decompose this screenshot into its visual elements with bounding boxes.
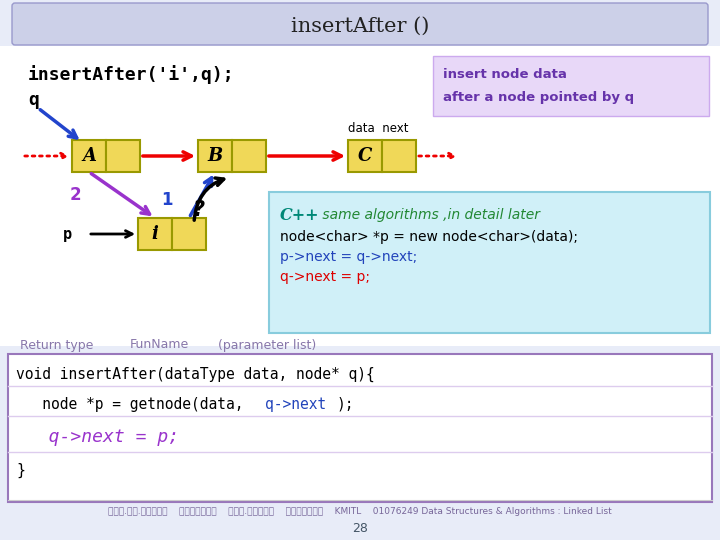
FancyBboxPatch shape [269, 192, 710, 333]
Bar [0, 46, 720, 346]
Text: q->next = p;: q->next = p; [280, 270, 370, 284]
Text: รศด.ดร.บุญธร    เครอตาว    รศด.กฤษฎน    ศรีบรรณ    KMITL    01076249 Data Struct: รศด.ดร.บุญธร เครอตาว รศด.กฤษฎน ศรีบรรณ K… [108, 508, 612, 516]
Bar [138, 218, 172, 250]
Text: 2: 2 [69, 186, 81, 204]
Text: node<char> *p = new node<char>(data);: node<char> *p = new node<char>(data); [280, 230, 578, 244]
FancyBboxPatch shape [433, 56, 709, 116]
Text: q: q [28, 91, 39, 109]
Text: ?: ? [193, 200, 205, 220]
FancyBboxPatch shape [12, 3, 708, 45]
Text: (parameter list): (parameter list) [218, 339, 316, 352]
Text: insertAfter('i',q);: insertAfter('i',q); [28, 65, 235, 84]
Text: C: C [358, 147, 372, 165]
Bar [232, 140, 266, 172]
Text: Return type: Return type [20, 339, 94, 352]
Bar [106, 140, 140, 172]
Bar [198, 140, 232, 172]
Text: C++: C++ [280, 206, 320, 224]
Bar [172, 218, 206, 250]
Text: p->next = q->next;: p->next = q->next; [280, 250, 418, 264]
Text: q->next: q->next [265, 396, 326, 411]
Text: 1: 1 [161, 191, 173, 209]
Text: }: } [16, 462, 24, 477]
Text: );: ); [337, 396, 354, 411]
Bar [382, 140, 416, 172]
Text: B: B [207, 147, 222, 165]
Text: insertAfter (): insertAfter () [291, 17, 429, 36]
Text: after a node pointed by q: after a node pointed by q [443, 91, 634, 104]
Bar [8, 354, 712, 502]
Text: node *p = getnode(data,: node *p = getnode(data, [16, 396, 243, 411]
Text: data  next: data next [348, 122, 408, 134]
Text: insert node data: insert node data [443, 69, 567, 82]
Text: FunName: FunName [130, 339, 189, 352]
Text: i: i [152, 225, 158, 243]
Text: A: A [82, 147, 96, 165]
Text: same algorithms ,in detail later: same algorithms ,in detail later [318, 208, 540, 222]
Text: void insertAfter(dataType data, node* q){: void insertAfter(dataType data, node* q)… [16, 367, 374, 382]
Bar [348, 140, 382, 172]
Text: 28: 28 [352, 522, 368, 535]
Text: q->next = p;: q->next = p; [16, 428, 179, 446]
Bar [72, 140, 106, 172]
Text: p: p [63, 226, 72, 241]
